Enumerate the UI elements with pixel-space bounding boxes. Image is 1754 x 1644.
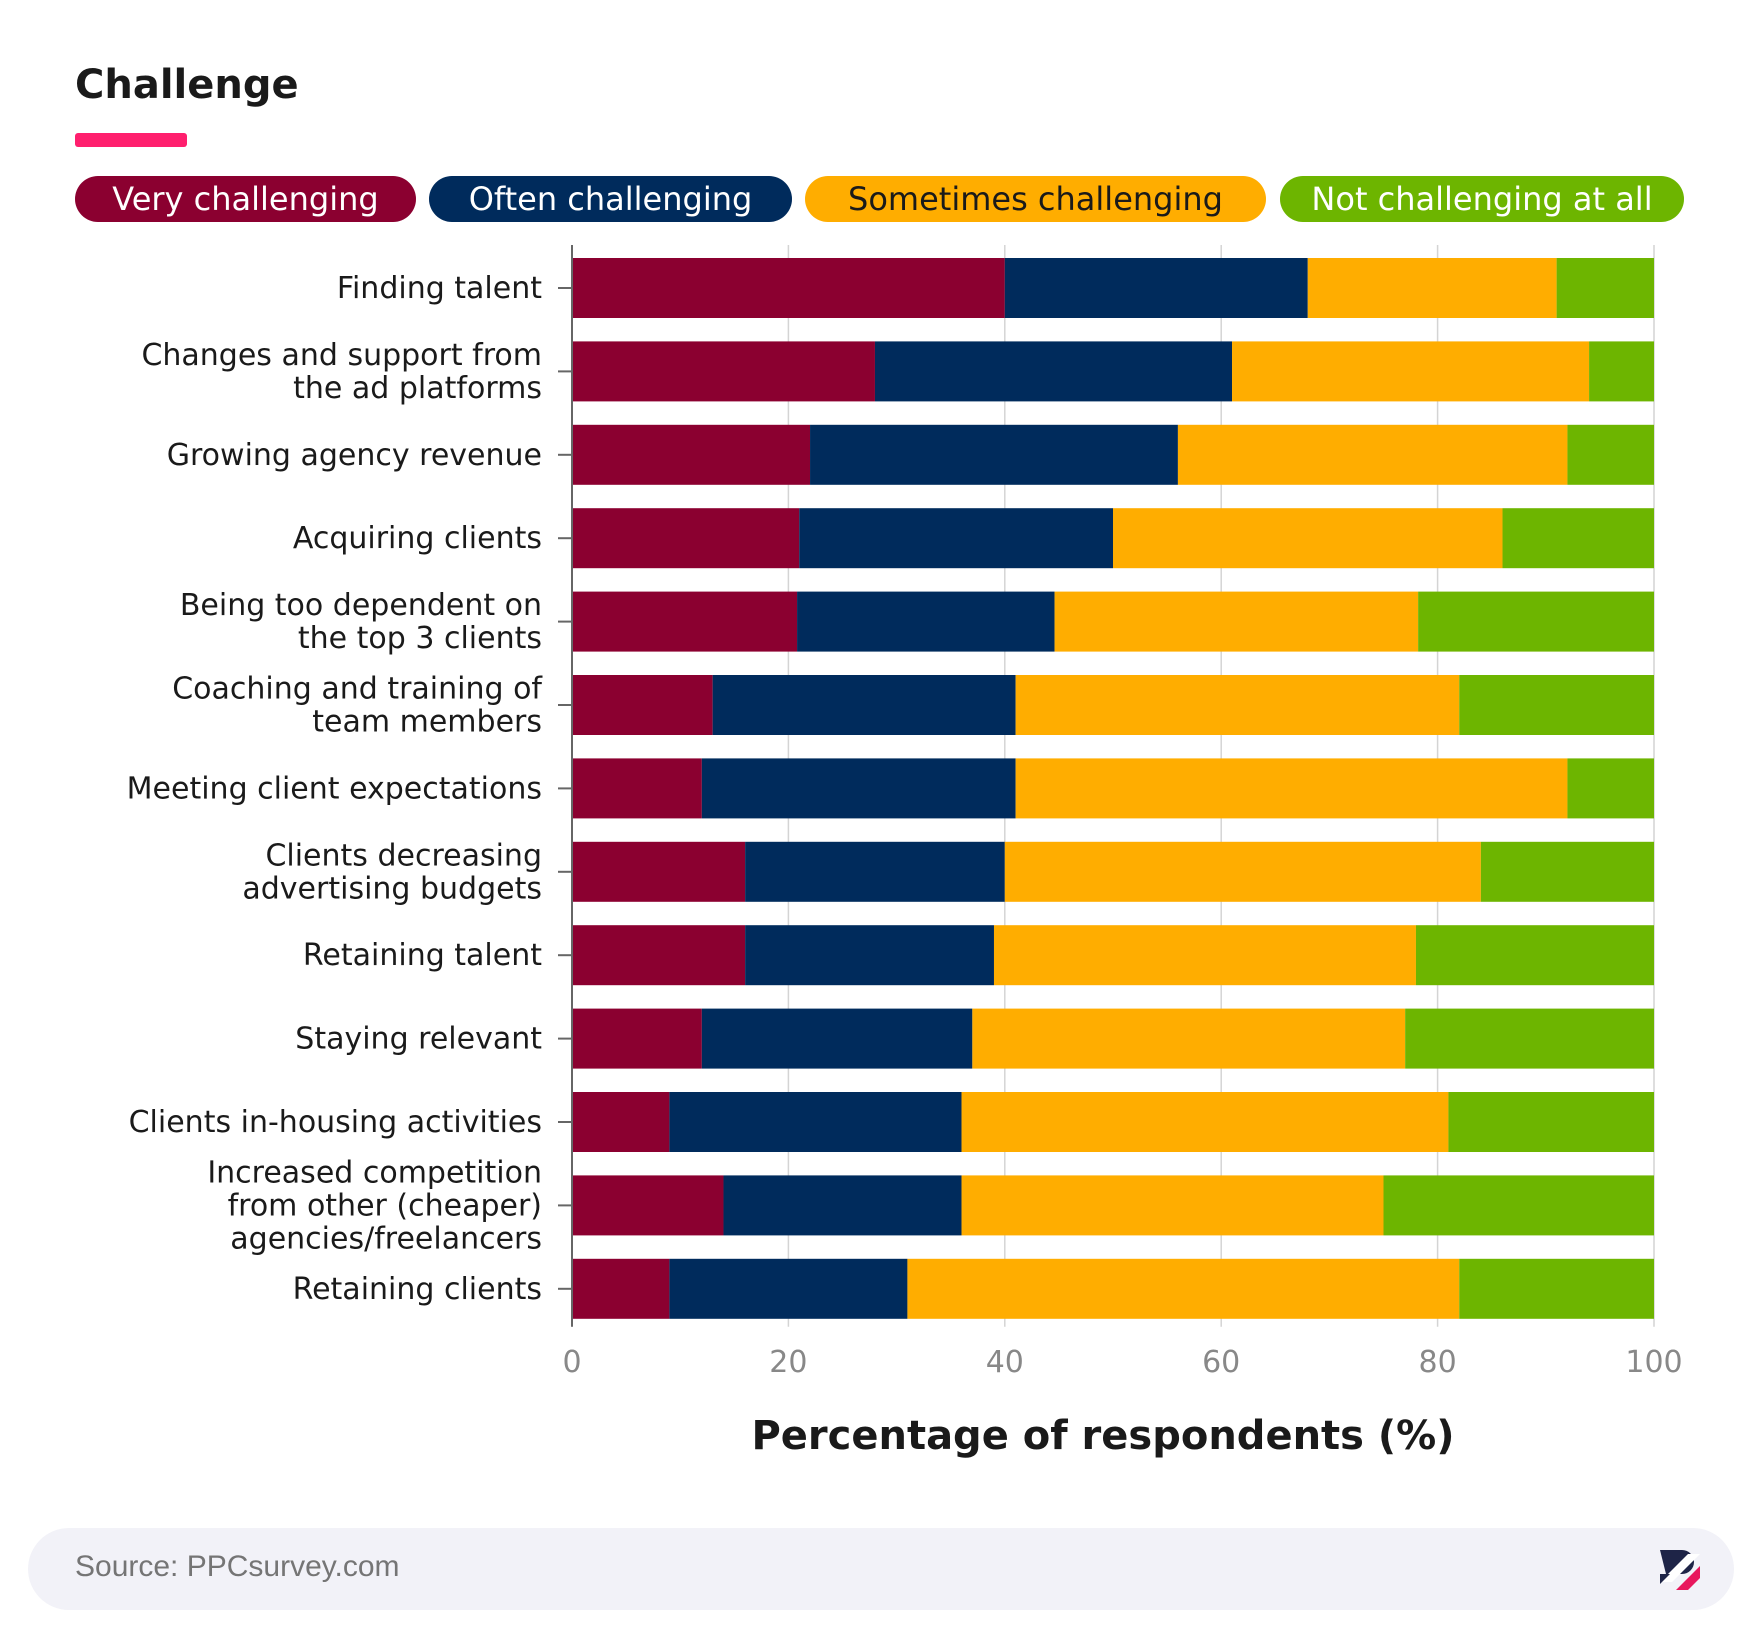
bar-coaching-and-training-of-team-members-very-challenging [572, 675, 713, 735]
x-tick-label-100: 100 [1625, 1345, 1682, 1380]
bar-being-too-dependent-on-the-top-3-clients-not-challenging-at-all [1418, 591, 1654, 652]
category-label-acquiring-clients: Acquiring clients [293, 521, 542, 556]
bar-changes-and-support-from-the-ad-platforms-very-challenging [572, 341, 875, 402]
bar-acquiring-clients-not-challenging-at-all [1502, 508, 1654, 569]
bar-clients-in-housing-activities-sometimes-challenging [961, 1092, 1449, 1152]
bar-clients-decreasing-advertising-budgets-not-challenging-at-all [1480, 841, 1654, 902]
bar-growing-agency-revenue-often-challenging [810, 424, 1178, 485]
category-label-finding-talent: Finding talent [337, 271, 542, 306]
bar-retaining-clients-very-challenging [572, 1258, 670, 1319]
source-text: Source: PPCsurvey.com [75, 1550, 400, 1583]
bar-staying-relevant-very-challenging [572, 1008, 702, 1069]
bar-changes-and-support-from-the-ad-platforms-not-challenging-at-all [1589, 341, 1654, 402]
bar-retaining-clients-often-challenging [669, 1258, 908, 1319]
chart-title: Challenge [75, 62, 299, 108]
bar-staying-relevant-not-challenging-at-all [1405, 1008, 1654, 1069]
legend-pill-often-challenging [429, 176, 792, 222]
x-tick-label-80: 80 [1419, 1345, 1457, 1380]
legend-label-sometimes-challenging: Sometimes challenging [848, 180, 1223, 218]
bar-meeting-client-expectations-often-challenging [701, 758, 1016, 819]
category-label-clients-in-housing-activities: Clients in-housing activities [129, 1105, 542, 1140]
category-label-being-too-dependent-on-the-top-3-clients: Being too dependent on the top 3 clients [180, 588, 542, 656]
bar-retaining-talent-sometimes-challenging [993, 925, 1416, 986]
legend-label-often-challenging: Often challenging [469, 180, 753, 218]
bar-being-too-dependent-on-the-top-3-clients-very-challenging [572, 591, 798, 652]
bar-meeting-client-expectations-very-challenging [572, 758, 702, 819]
category-label-clients-decreasing-advertising-budgets: Clients decreasing advertising budgets [242, 838, 542, 906]
category-label-coaching-and-training-of-team-members: Coaching and training of team members [172, 672, 543, 740]
bar-clients-in-housing-activities-often-challenging [669, 1092, 962, 1152]
bar-retaining-clients-sometimes-challenging [907, 1258, 1460, 1319]
brand-logo-icon [1660, 1550, 1700, 1590]
legend-pill-sometimes-challenging [805, 176, 1266, 222]
title-underline [75, 133, 187, 147]
bar-coaching-and-training-of-team-members-not-challenging-at-all [1459, 675, 1654, 735]
bar-changes-and-support-from-the-ad-platforms-sometimes-challenging [1232, 341, 1590, 402]
bar-finding-talent-very-challenging [572, 258, 1005, 318]
bar-meeting-client-expectations-not-challenging-at-all [1567, 758, 1654, 819]
category-label-staying-relevant: Staying relevant [295, 1022, 542, 1057]
bar-acquiring-clients-often-challenging [799, 508, 1113, 569]
bar-acquiring-clients-sometimes-challenging [1113, 508, 1503, 569]
legend-label-very-challenging: Very challenging [112, 180, 378, 218]
bar-being-too-dependent-on-the-top-3-clients-sometimes-challenging [1054, 591, 1419, 652]
legend-label-not-challenging-at-all: Not challenging at all [1311, 180, 1652, 218]
x-tick-label-60: 60 [1202, 1345, 1240, 1380]
category-label-increased-competition-from-other-cheaper-agencies-freelancers: Increased competition from other (cheaper… [207, 1155, 542, 1256]
category-label-retaining-clients: Retaining clients [293, 1272, 542, 1307]
source-footer: Source: PPCsurvey.com [28, 1528, 1734, 1610]
bar-clients-decreasing-advertising-budgets-often-challenging [745, 841, 1005, 902]
bar-growing-agency-revenue-sometimes-challenging [1177, 424, 1568, 485]
x-tick-label-0: 0 [562, 1345, 581, 1380]
bar-being-too-dependent-on-the-top-3-clients-often-challenging [797, 591, 1055, 652]
category-label-meeting-client-expectations: Meeting client expectations [127, 771, 542, 806]
bar-coaching-and-training-of-team-members-sometimes-challenging [1015, 675, 1460, 735]
bar-increased-competition-from-other-cheaper-agencies-freelancers-very-challenging [572, 1175, 724, 1236]
bar-clients-decreasing-advertising-budgets-sometimes-challenging [1004, 841, 1481, 902]
bar-finding-talent-not-challenging-at-all [1556, 258, 1654, 318]
bar-increased-competition-from-other-cheaper-agencies-freelancers-sometimes-challenging [961, 1175, 1384, 1236]
bar-finding-talent-sometimes-challenging [1307, 258, 1557, 318]
bar-retaining-clients-not-challenging-at-all [1459, 1258, 1654, 1319]
bar-staying-relevant-sometimes-challenging [972, 1008, 1406, 1069]
bar-clients-in-housing-activities-not-challenging-at-all [1448, 1092, 1654, 1152]
bar-retaining-talent-often-challenging [745, 925, 994, 986]
x-tick-label-40: 40 [986, 1345, 1024, 1380]
bar-finding-talent-often-challenging [1004, 258, 1308, 318]
bar-retaining-talent-not-challenging-at-all [1415, 925, 1654, 986]
bar-clients-decreasing-advertising-budgets-very-challenging [572, 841, 746, 902]
bar-growing-agency-revenue-not-challenging-at-all [1567, 424, 1654, 485]
legend-pill-very-challenging [75, 176, 416, 222]
stacked-bar-chart: Very challenging Often challenging Sometim… [75, 176, 1684, 1459]
x-axis-title: Percentage of respondents (%) [751, 1413, 1454, 1459]
bar-growing-agency-revenue-very-challenging [572, 424, 811, 485]
category-label-retaining-talent: Retaining talent [303, 938, 542, 973]
bar-increased-competition-from-other-cheaper-agencies-freelancers-not-challenging-at-all [1383, 1175, 1654, 1236]
bar-acquiring-clients-very-challenging [572, 508, 800, 569]
category-label-changes-and-support-from-the-ad-platforms: Changes and support from the ad platforms [141, 338, 542, 406]
bar-meeting-client-expectations-sometimes-challenging [1015, 758, 1568, 819]
x-tick-label-20: 20 [769, 1345, 807, 1380]
bar-staying-relevant-often-challenging [701, 1008, 973, 1069]
category-label-growing-agency-revenue: Growing agency revenue [167, 438, 542, 473]
bar-increased-competition-from-other-cheaper-agencies-freelancers-often-challenging [723, 1175, 962, 1236]
bar-retaining-talent-very-challenging [572, 925, 746, 986]
bar-coaching-and-training-of-team-members-often-challenging [712, 675, 1016, 735]
bar-changes-and-support-from-the-ad-platforms-often-challenging [874, 341, 1233, 402]
legend-pill-not-challenging-at-all [1280, 176, 1684, 222]
bar-clients-in-housing-activities-very-challenging [572, 1092, 670, 1152]
